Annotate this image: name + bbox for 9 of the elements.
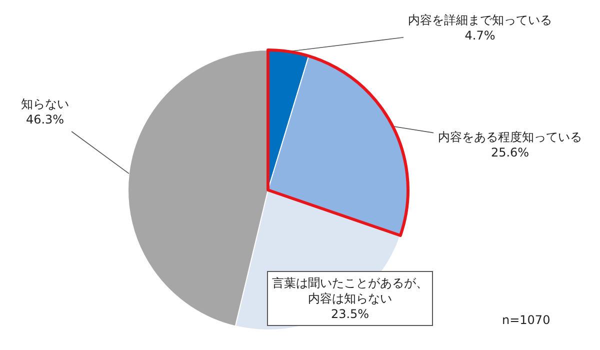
data-label: 23.5% [330,307,370,322]
slice-label: 知らない [21,97,69,111]
data-label: 46.3% [26,112,64,127]
slice-label: 言葉は聞いたことがあるが、内容は知らない [272,276,428,306]
text: n=1070 [502,313,550,327]
slice-label: 内容をある程度知っている [438,130,582,144]
data-label: 4.7% [464,28,496,43]
slice-label: 内容を詳細まで知っている [408,13,552,27]
data-label: 25.6% [490,146,530,160]
